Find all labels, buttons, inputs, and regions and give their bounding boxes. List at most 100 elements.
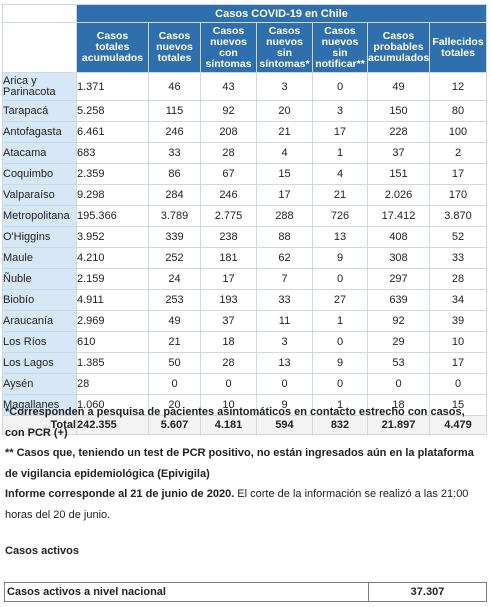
table-cell: 49	[148, 310, 201, 332]
table-cell: 0	[367, 373, 430, 395]
table-cell: 0	[256, 373, 313, 395]
table-cell: 2.969	[76, 310, 149, 332]
table-cell: 1	[312, 310, 368, 332]
footnote-unreported: ** Casos que, teniendo un test de PCR po…	[5, 447, 474, 480]
table-row: Atacama 683 33 28 4 1 37 2	[2, 142, 487, 164]
table-cell: 21	[256, 121, 313, 143]
table-cell: 29	[367, 331, 430, 353]
region-name: Tarapacá	[2, 100, 77, 122]
table-row: Magallanes 1.060 20 10 9 1 18 15	[2, 394, 487, 416]
table-cell: 1.371	[76, 72, 149, 101]
column-header-label: Casos nuevos con síntomas	[205, 24, 252, 70]
table-cell: 1	[312, 142, 368, 164]
table-row: Valparaíso 9.298 284 246 17 21 2.026 170	[2, 184, 487, 206]
table-cell: 246	[148, 121, 201, 143]
table-cell: 13	[312, 226, 368, 248]
table-cell: 80	[429, 100, 487, 122]
table-cell: 208	[200, 121, 257, 143]
table-cell: 92	[367, 310, 430, 332]
column-header: Casos probables acumulados	[367, 22, 430, 73]
table-row: Los Ríos 610 21 18 3 0 29 10	[2, 331, 487, 353]
table-cell: 4	[256, 142, 313, 164]
table-row: Araucanía 2.969 49 37 11 1 92 39	[2, 310, 487, 332]
table-cell: 3.789	[148, 205, 201, 227]
table-cell: 9.298	[76, 184, 149, 206]
region-name: Arica y Parinacota	[2, 72, 77, 101]
table-cell: 2.359	[76, 163, 149, 185]
region-name: Los Ríos	[2, 331, 77, 353]
table-cell: 228	[367, 121, 430, 143]
table-cell: 13	[256, 352, 313, 374]
table-cell: 253	[148, 289, 201, 311]
report-date: Informe corresponde al 21 de junio de 20…	[5, 488, 235, 500]
table-row: Los Lagos 1.385 50 28 13 9 53 17	[2, 352, 487, 374]
table-cell: 6.461	[76, 121, 149, 143]
table-cell: 195.366	[76, 205, 149, 227]
table-cell: 1.385	[76, 352, 149, 374]
table-cell: 10	[429, 331, 487, 353]
table-cell: 288	[256, 205, 313, 227]
table-row: Antofagasta 6.461 246 208 21 17 228 100	[2, 121, 487, 143]
column-header-label: Casos probables acumulados	[368, 30, 430, 64]
region-name: Araucanía	[2, 310, 77, 332]
region-name: Antofagasta	[2, 121, 77, 143]
table-cell: 18	[200, 331, 257, 353]
table-row: Arica y Parinacota 1.371 46 43 3 0 49 12	[2, 72, 487, 101]
table-cell: 17	[200, 268, 257, 290]
region-header-blank	[2, 22, 77, 73]
column-header: Casos totales acumulados	[76, 22, 149, 73]
column-header-label: Casos nuevos sin notificar**	[315, 24, 365, 70]
table-cell: 115	[148, 100, 201, 122]
table-cell: 50	[148, 352, 201, 374]
table-cell: 297	[367, 268, 430, 290]
table-cell: 43	[200, 72, 257, 101]
column-header-label: Casos totales acumulados	[81, 30, 144, 64]
region-name: Magallanes	[2, 394, 77, 416]
table-cell: 252	[148, 247, 201, 269]
table-cell: 3	[256, 72, 313, 101]
table-cell: 27	[312, 289, 368, 311]
table-cell: 4	[312, 163, 368, 185]
active-cases-heading: Casos activos	[5, 545, 79, 557]
table-cell: 2.026	[367, 184, 430, 206]
covid-cases-table: Casos COVID-19 en Chile Casos totales ac…	[2, 4, 487, 435]
table-cell: 284	[148, 184, 201, 206]
column-header: Casos nuevos sin notificar**	[312, 22, 368, 73]
total-label: Total	[2, 415, 77, 435]
table-row: Tarapacá 5.258 115 92 20 3 150 80	[2, 100, 487, 122]
column-header: Fallecidos totales	[429, 22, 487, 73]
region-name: Los Lagos	[2, 352, 77, 374]
table-cell: 3.870	[429, 205, 487, 227]
table-cell: 0	[429, 373, 487, 395]
total-cell: 21.897	[367, 415, 430, 435]
table-cell: 0	[148, 373, 201, 395]
table-row: O'Higgins 3.952 339 238 88 13 408 52	[2, 226, 487, 248]
table-cell: 34	[429, 289, 487, 311]
table-cell: 86	[148, 163, 201, 185]
table-cell: 88	[256, 226, 313, 248]
region-name: Maule	[2, 247, 77, 269]
table-row: Maule 4.210 252 181 62 9 308 33	[2, 247, 487, 269]
table-row: Aysén 28 0 0 0 0 0 0	[2, 373, 487, 395]
table-row: Metropolitana 195.366 3.789 2.775 288 726 17.4…	[2, 205, 487, 227]
report-note: Informe corresponde al 21 de junio de 20…	[5, 484, 487, 525]
active-cases-table: Casos activos a nivel nacional 37.307	[4, 582, 487, 602]
table-cell: 21	[148, 331, 201, 353]
table-cell: 0	[312, 268, 368, 290]
total-cell: 242.355	[76, 415, 149, 435]
table-cell: 39	[429, 310, 487, 332]
total-cell: 594	[256, 415, 313, 435]
table-cell: 11	[256, 310, 313, 332]
table-cell: 28	[200, 352, 257, 374]
table-cell: 308	[367, 247, 430, 269]
table-cell: 5.258	[76, 100, 149, 122]
column-header: Casos nuevos sin síntomas*	[256, 22, 313, 73]
table-cell: 28	[200, 142, 257, 164]
table-cell: 0	[312, 331, 368, 353]
table-cell: 49	[367, 72, 430, 101]
report-cutoff: El corte de la información se realizó a …	[5, 488, 469, 521]
region-name: O'Higgins	[2, 226, 77, 248]
active-cases-value: 37.307	[368, 582, 487, 602]
column-header-label: Fallecidos totales	[432, 35, 484, 59]
table-cell: 3	[256, 331, 313, 353]
